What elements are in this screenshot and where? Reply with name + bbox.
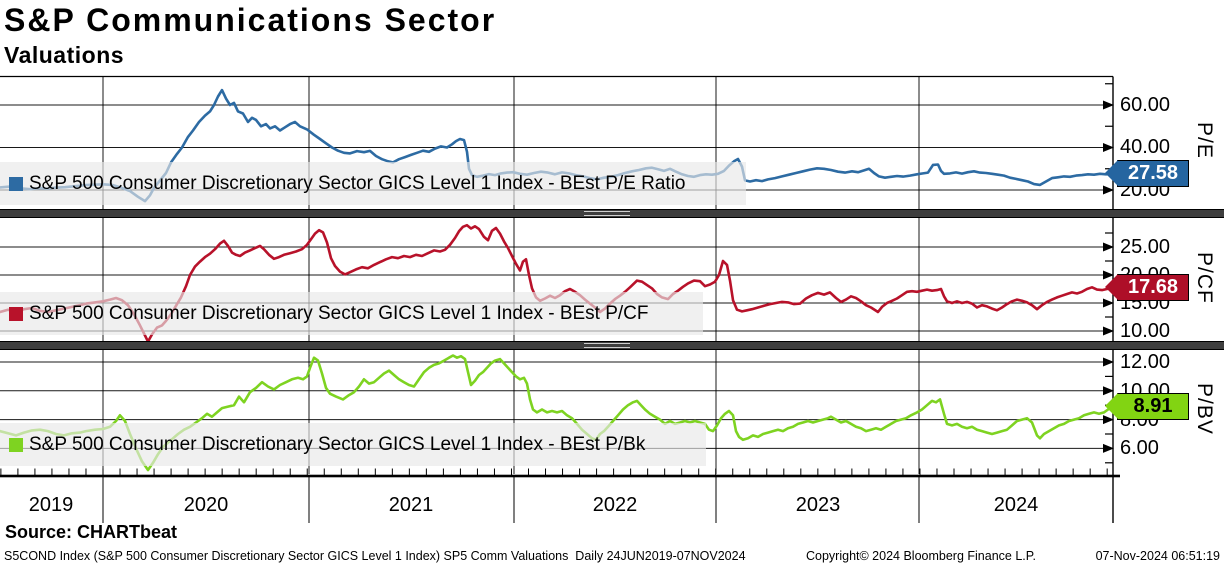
pcf-value-badge: 17.68 xyxy=(1105,274,1189,301)
legend-pbv: S&P 500 Consumer Discretionary Sector GI… xyxy=(0,423,706,466)
y-tick-label: 25.00 xyxy=(1120,236,1171,258)
panel-resize-handle[interactable] xyxy=(584,343,630,348)
legend-pe: S&P 500 Consumer Discretionary Sector GI… xyxy=(0,162,746,205)
pcf-series-swatch-icon xyxy=(9,306,23,321)
panel-separator xyxy=(0,209,1224,218)
page-title: S&P Communications Sector xyxy=(4,2,497,38)
pe-value-badge: 27.58 xyxy=(1105,160,1189,187)
source-label: Source: CHARTbeat xyxy=(5,522,178,542)
legend-pbv-label: S&P 500 Consumer Discretionary Sector GI… xyxy=(29,433,646,455)
footer-description: S5COND Index (S&P 500 Consumer Discretio… xyxy=(4,549,746,563)
footer-datetime: 07-Nov-2024 06:51:19 xyxy=(1095,549,1220,563)
y-tick-label: 60.00 xyxy=(1120,94,1171,116)
x-tick-label: 2020 xyxy=(183,494,229,516)
x-tick-label: 2023 xyxy=(795,494,841,516)
x-tick-label: 2021 xyxy=(388,494,434,516)
legend-pcf-label: S&P 500 Consumer Discretionary Sector GI… xyxy=(29,302,649,324)
footer-copyright: Copyright© 2024 Bloomberg Finance L.P. xyxy=(806,549,1036,563)
x-tick-label: 2024 xyxy=(993,494,1039,516)
axis-title-pe: P/E xyxy=(1193,122,1216,159)
y-tick-label: 12.00 xyxy=(1120,351,1171,373)
axis-title-pbv: P/BV xyxy=(1193,383,1216,435)
axis-title-pcf: P/CF xyxy=(1193,252,1216,304)
x-tick-label: 2022 xyxy=(592,494,638,516)
page-subtitle: Valuations xyxy=(4,42,125,68)
panel-separator xyxy=(0,341,1224,350)
pbv-series-swatch-icon xyxy=(9,437,23,452)
pe-series-swatch-icon xyxy=(9,176,23,191)
pbv-value-badge: 8.91 xyxy=(1105,393,1189,420)
y-tick-label: 10.00 xyxy=(1120,320,1171,342)
y-tick-label: 6.00 xyxy=(1120,437,1159,459)
y-tick-label: 40.00 xyxy=(1120,136,1171,158)
x-tick-label: 2019 xyxy=(28,494,74,516)
legend-pcf: S&P 500 Consumer Discretionary Sector GI… xyxy=(0,292,703,335)
legend-pe-label: S&P 500 Consumer Discretionary Sector GI… xyxy=(29,172,686,194)
panel-resize-handle[interactable] xyxy=(584,211,630,216)
